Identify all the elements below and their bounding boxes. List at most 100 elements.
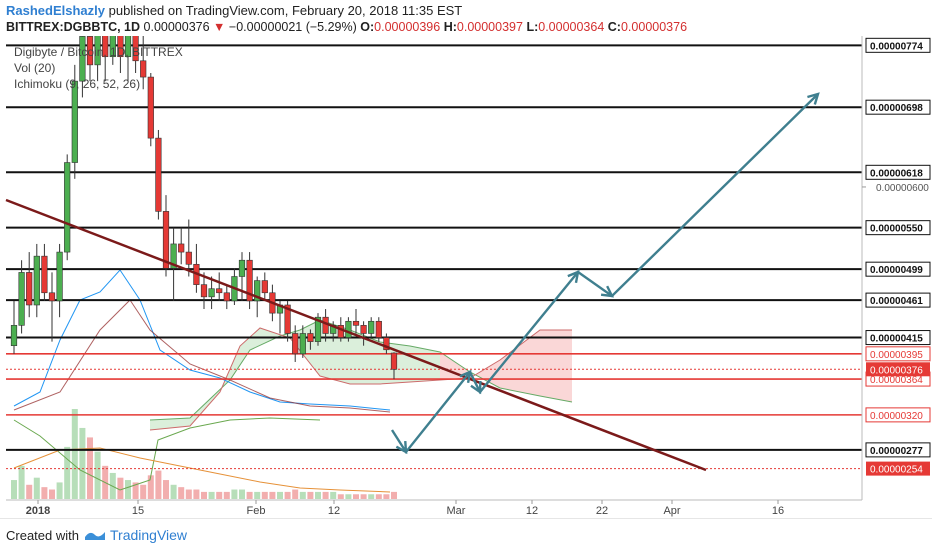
volume-bar	[360, 494, 367, 499]
time-tick-label: 16	[772, 505, 784, 517]
price-level-label: 0.00000618	[870, 168, 923, 179]
candle-body	[390, 352, 398, 370]
candle-body	[109, 36, 116, 58]
ichimoku-span-b	[149, 327, 572, 431]
volume-bar	[94, 451, 101, 499]
volume-bar	[201, 491, 207, 499]
ichimoku-cloud-bullish	[150, 320, 440, 430]
time-tick-label: 15	[132, 505, 144, 517]
volume-bar	[383, 494, 390, 499]
volume-bar	[368, 494, 375, 499]
candle-body	[345, 320, 352, 338]
price-badge	[866, 362, 930, 377]
arrowhead	[600, 285, 615, 298]
time-tick-label: Mar	[447, 505, 466, 517]
price-level-box	[865, 442, 931, 458]
candle-body	[86, 36, 94, 66]
candle-body	[178, 243, 185, 253]
volume-bar	[163, 480, 169, 499]
volume-bar	[140, 484, 147, 499]
candle-body	[360, 325, 367, 334]
time-tick-label: 12	[526, 505, 538, 517]
volume-bar	[41, 487, 48, 499]
price-change: −0.00000021 (−5.29%)	[228, 20, 357, 34]
price-tick-label: 0.00000600	[876, 183, 929, 194]
symbol: BITTREX:DGBBTC, 1D	[6, 20, 141, 34]
volume-bar	[345, 494, 352, 499]
volume-bar	[277, 491, 283, 499]
arrowhead	[567, 270, 580, 284]
time-tick-label: 12	[328, 505, 340, 517]
price-level-label: 0.00000461	[870, 296, 923, 307]
volume-bar	[375, 494, 382, 499]
low-label: L:	[526, 20, 539, 34]
volume-bar	[18, 465, 25, 499]
price-level-box	[865, 37, 931, 53]
descending-trendline	[5, 198, 707, 472]
volume-bar	[330, 491, 337, 499]
symbol-line: BITTREX:DGBBTC, 1D 0.00000376 ▼ −0.00000…	[6, 19, 687, 35]
tradingview-logo-icon[interactable]	[84, 528, 106, 542]
time-tick-label: 2018	[26, 505, 50, 517]
candle-body	[383, 337, 390, 351]
candle-body	[223, 292, 230, 302]
volume-bar	[49, 489, 55, 499]
price-level-label: 0.00000499	[870, 265, 923, 276]
time-tick-label: Apr	[663, 505, 680, 517]
tradingview-brand[interactable]: TradingView	[110, 527, 188, 543]
candle-body	[292, 333, 299, 355]
price-level-label: 0.00000698	[870, 103, 923, 114]
close-label: C:	[607, 20, 621, 34]
legend-volume: Vol (20)	[14, 61, 56, 75]
price-level-label: 0.00000774	[870, 41, 923, 52]
author-link[interactable]: RashedElshazly	[6, 3, 105, 18]
candle-body	[41, 255, 48, 294]
candle-body	[170, 243, 177, 269]
publish-line: RashedElshazly published on TradingView.…	[6, 3, 462, 19]
volume-bar	[193, 489, 200, 499]
volume-bar	[337, 494, 344, 499]
candle-body	[140, 60, 147, 78]
created-with-label: Created with	[6, 528, 79, 543]
candle-body	[208, 288, 215, 298]
candle-body	[368, 320, 375, 334]
time-tick-label: 22	[596, 505, 608, 517]
legend-ichimoku: Ichimoku (9, 26, 52, 26)	[14, 77, 141, 91]
volume-bar	[292, 489, 299, 499]
price-level-label: 0.00000364	[870, 375, 923, 386]
price-level-box	[865, 220, 931, 236]
candle-body	[132, 36, 139, 62]
candle-body	[185, 251, 192, 265]
volume-bar	[147, 475, 154, 499]
candle-body	[79, 36, 86, 82]
volume-bar	[239, 489, 245, 499]
volume-bar	[231, 489, 238, 499]
candle-body	[352, 320, 360, 326]
candle-body	[155, 137, 162, 212]
price-level-label: 0.00000320	[870, 411, 923, 422]
volume-bar	[33, 477, 40, 499]
volume-bar	[132, 482, 139, 499]
last-price: 0.00000376	[143, 20, 210, 34]
price-level-box	[865, 261, 931, 277]
candle-body	[26, 272, 33, 306]
candle-body	[246, 259, 253, 302]
price-chart[interactable]: 0.000013000.000011000.000010000.00000800…	[0, 36, 932, 518]
volume-bar	[170, 484, 177, 499]
candle-body	[64, 162, 71, 253]
volume-bar	[269, 491, 276, 499]
price-badge-label: 0.00000376	[870, 365, 923, 376]
price-badge	[866, 461, 930, 476]
time-tick-label: Feb	[247, 505, 266, 517]
candle-body	[94, 36, 101, 66]
volume-bar	[155, 470, 162, 499]
volume-bar	[71, 409, 78, 499]
candle-body	[254, 280, 261, 302]
candle-body	[307, 333, 314, 342]
candle-body	[216, 288, 223, 294]
arrowhead	[459, 370, 472, 384]
volume-bar	[117, 477, 124, 499]
candle-body	[314, 316, 322, 342]
candle-body	[238, 259, 246, 277]
price-level-box	[865, 330, 931, 346]
